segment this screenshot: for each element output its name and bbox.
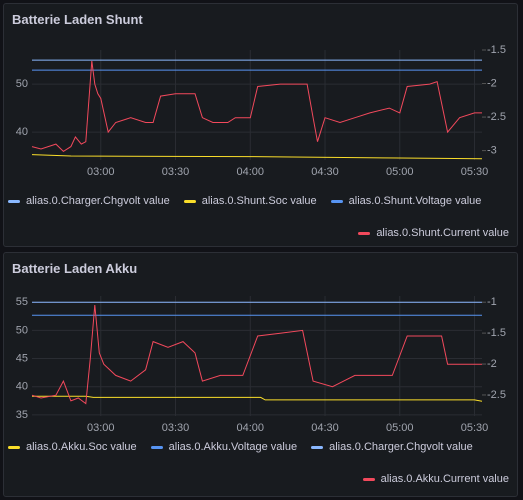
legend-swatch xyxy=(362,477,375,481)
legend-item[interactable]: alias.0.Charger.Chgvolt value xyxy=(8,195,170,207)
legend-label: alias.0.Akku.Soc value xyxy=(26,441,137,453)
x-tick-label: 05:00 xyxy=(386,166,414,178)
x-tick-label: 04:00 xyxy=(237,422,265,434)
legend-swatch xyxy=(8,445,20,449)
y2-tick-label: -2 xyxy=(487,77,497,89)
y2-tick-label: -1.5 xyxy=(487,327,506,339)
x-tick-label: 05:30 xyxy=(461,422,489,434)
legend-label: alias.0.Charger.Chgvolt value xyxy=(26,195,170,207)
legend-row: alias.0.Shunt.Current value xyxy=(8,224,509,242)
series-line xyxy=(32,395,483,402)
y2-tick-label: -1.5 xyxy=(487,44,506,56)
series-line xyxy=(31,60,482,153)
legend-label: alias.0.Shunt.Soc value xyxy=(201,195,317,207)
x-tick-label: 03:00 xyxy=(87,422,115,434)
y2-tick-label: -3 xyxy=(487,145,497,157)
x-tick-label: 05:30 xyxy=(461,166,489,178)
legend-item[interactable]: alias.0.Akku.Voltage value xyxy=(150,441,298,453)
legend-item[interactable]: alias.0.Shunt.Voltage value xyxy=(330,195,482,207)
x-tick-label: 04:00 xyxy=(237,166,265,178)
legend-swatch xyxy=(150,445,163,449)
legend: alias.0.Charger.Chgvolt value alias.0.Shu… xyxy=(8,192,509,242)
y-tick-label: 50 xyxy=(16,78,28,90)
series-line xyxy=(31,304,482,405)
legend-swatch xyxy=(358,231,371,235)
y-tick-label: 50 xyxy=(16,324,28,336)
legend-swatch xyxy=(311,445,324,449)
legend-label: alias.0.Shunt.Voltage value xyxy=(348,195,482,207)
y-tick-label: 40 xyxy=(16,126,28,138)
legend-label: alias.0.Charger.Chgvolt value xyxy=(329,441,473,453)
legend-item[interactable]: alias.0.Akku.Current value xyxy=(362,473,509,485)
legend-swatch xyxy=(330,199,343,203)
legend-row: alias.0.Charger.Chgvolt value alias.0.Shu… xyxy=(8,192,509,210)
y2-tick-label: -2.5 xyxy=(487,389,506,401)
x-tick-label: 03:30 xyxy=(162,166,190,178)
legend-row: alias.0.Akku.Current value xyxy=(8,470,509,488)
legend: alias.0.Akku.Soc value alias.0.Akku.Volta… xyxy=(8,438,509,488)
y-tick-label: 40 xyxy=(16,381,28,393)
x-tick-label: 04:30 xyxy=(311,422,339,434)
x-tick-label: 04:30 xyxy=(311,166,339,178)
y2-tick-label: -1 xyxy=(487,296,497,308)
legend-item[interactable]: alias.0.Shunt.Current value xyxy=(358,227,509,239)
legend-row: alias.0.Akku.Soc value alias.0.Akku.Volta… xyxy=(8,438,509,456)
legend-label: alias.0.Akku.Current value xyxy=(380,473,509,485)
legend-item[interactable]: alias.0.Shunt.Soc value xyxy=(183,195,317,207)
x-tick-label: 05:00 xyxy=(386,422,414,434)
x-tick-label: 03:00 xyxy=(87,166,115,178)
panel-title: Batterie Laden Akku xyxy=(12,261,138,276)
x-tick-label: 03:30 xyxy=(162,422,190,434)
legend-swatch xyxy=(8,199,20,203)
panel: Batterie Laden Shunt xyxy=(3,3,518,247)
y-tick-label: 45 xyxy=(16,352,28,364)
y2-tick-label: -2.5 xyxy=(487,111,506,123)
series-line xyxy=(31,154,483,160)
panel-title: Batterie Laden Shunt xyxy=(12,12,143,27)
legend-swatch xyxy=(183,199,196,203)
legend-label: alias.0.Akku.Voltage value xyxy=(168,441,298,453)
legend-label: alias.0.Shunt.Current value xyxy=(376,227,509,239)
y2-tick-label: -2 xyxy=(487,358,497,370)
y-tick-label: 55 xyxy=(16,296,28,308)
legend-item[interactable]: alias.0.Charger.Chgvolt value xyxy=(311,441,473,453)
legend-item[interactable]: alias.0.Akku.Soc value xyxy=(8,441,137,453)
y-tick-label: 35 xyxy=(16,409,28,421)
